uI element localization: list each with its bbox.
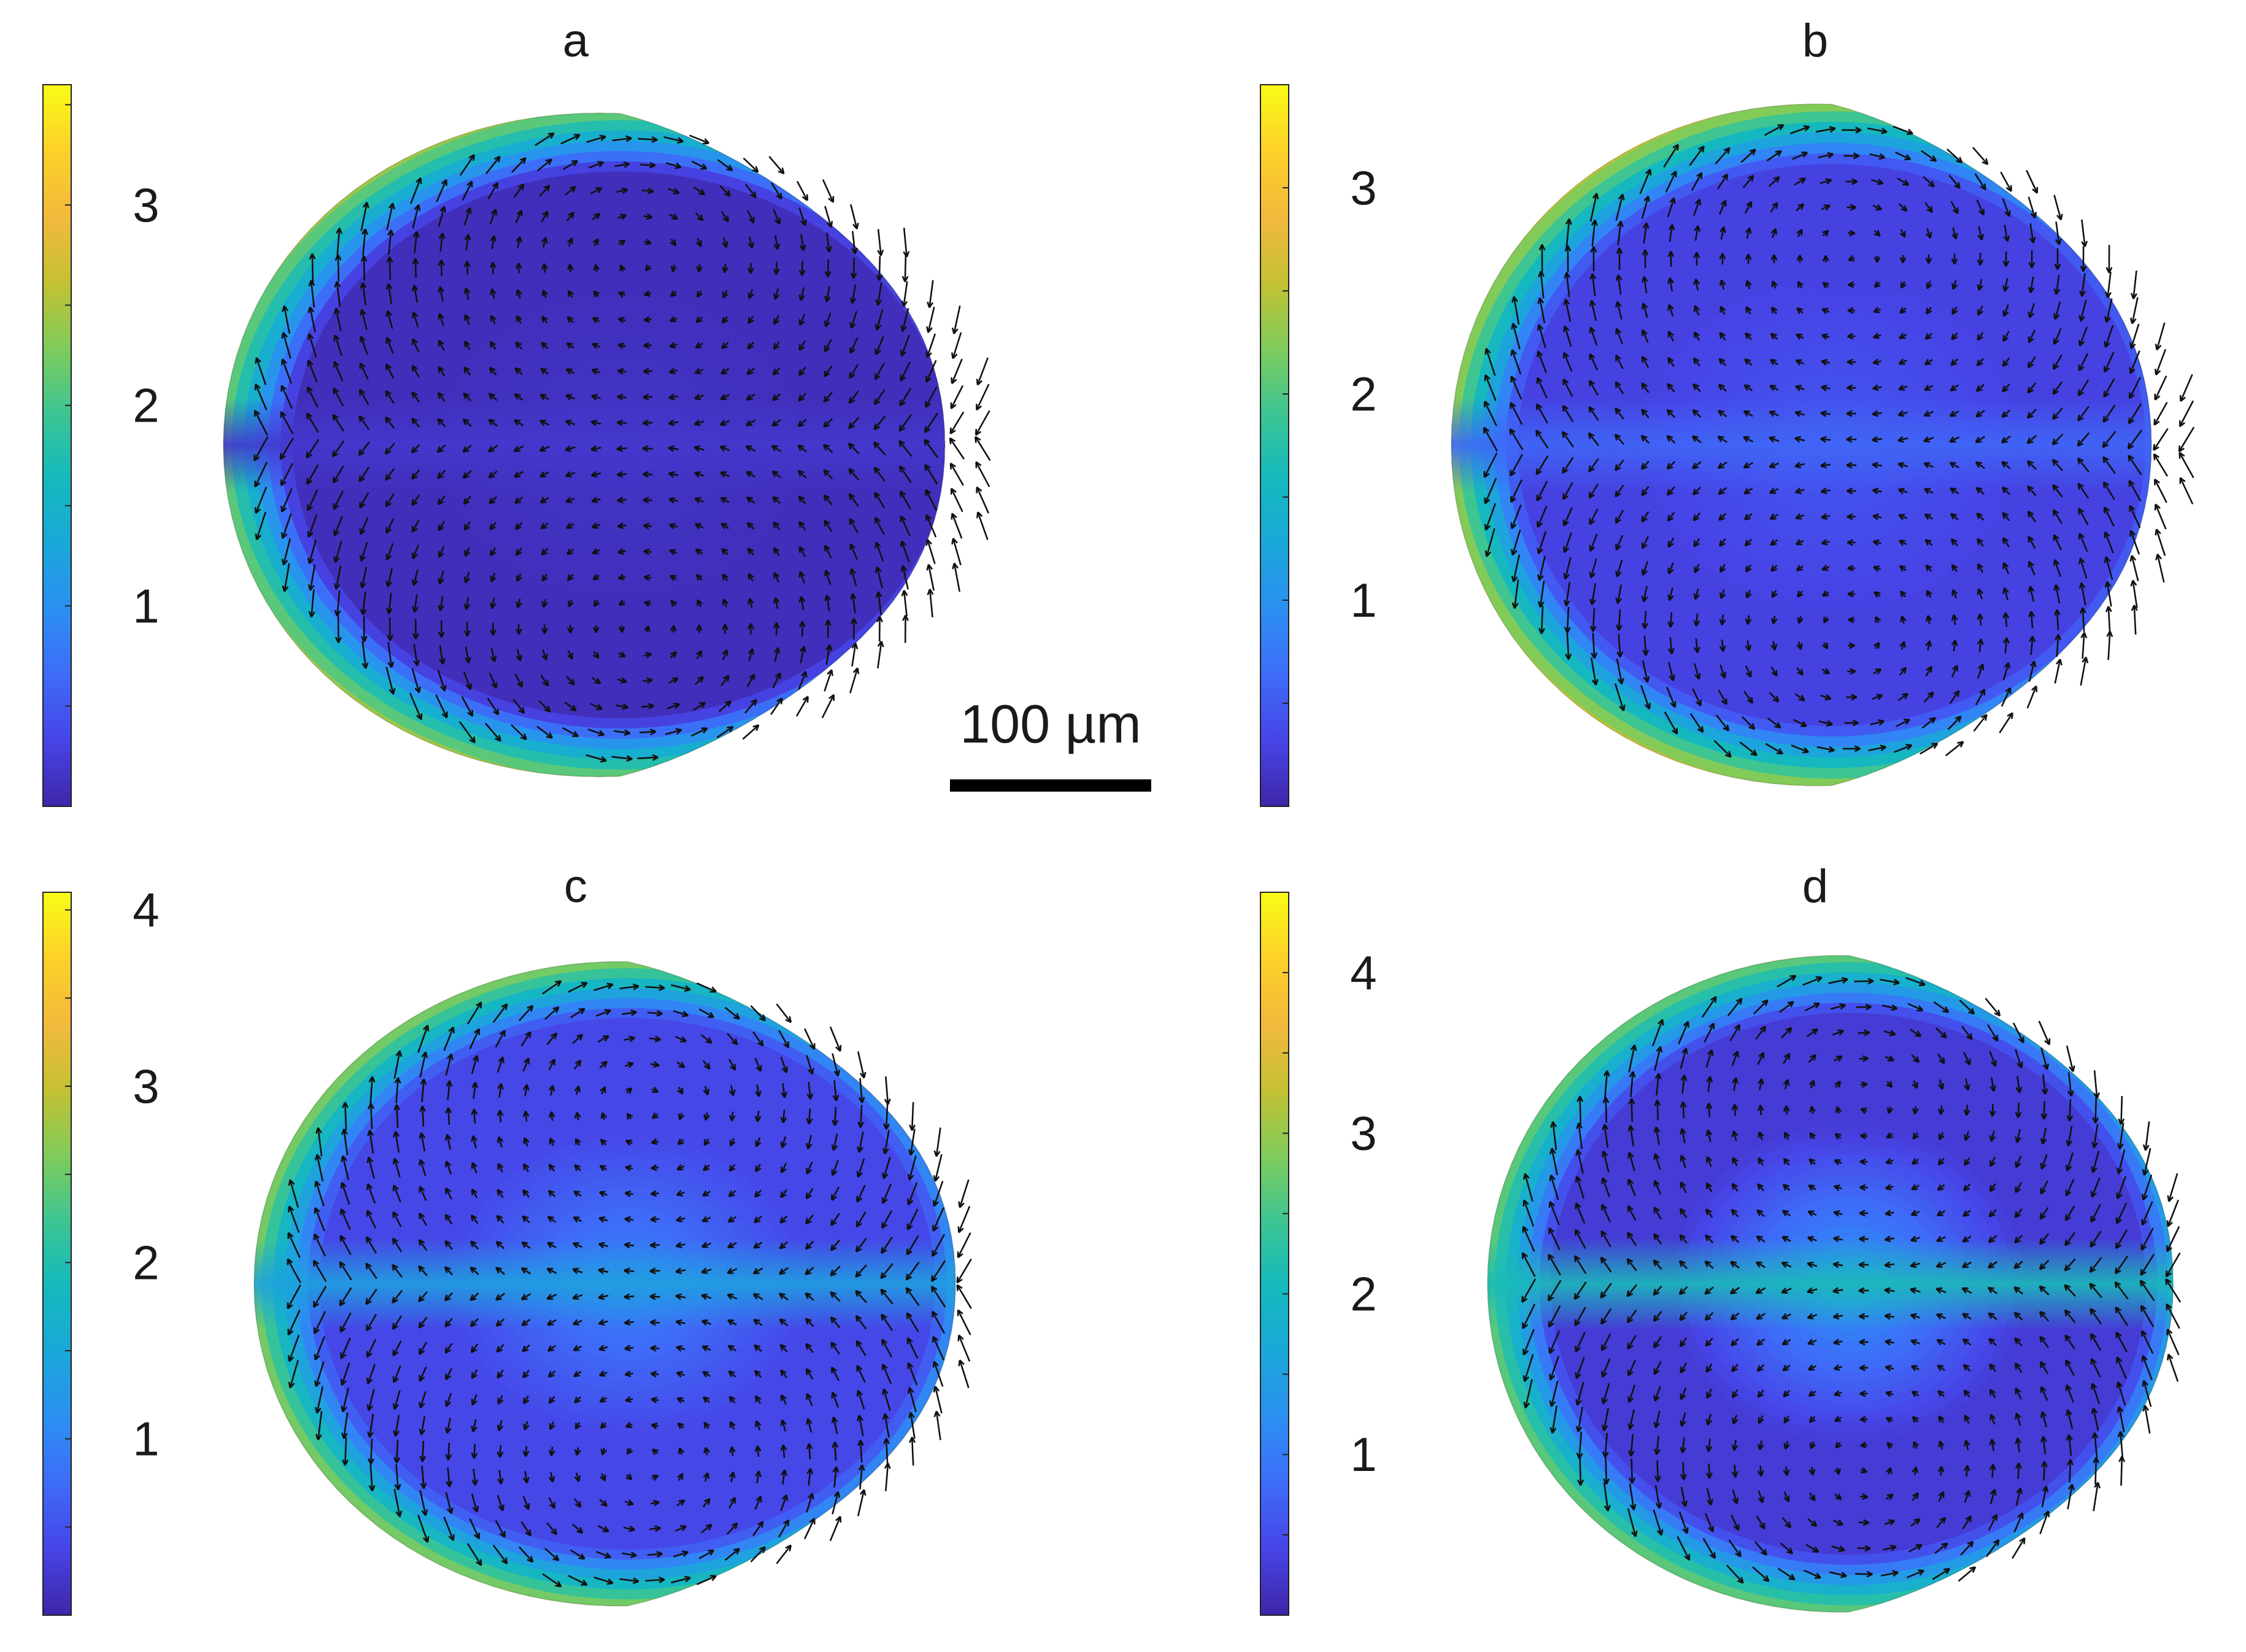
flow-arrows — [1483, 124, 2195, 758]
colorbar-tick-label: 4 — [1350, 946, 1376, 1000]
colorbar-tick-label: 1 — [133, 1412, 159, 1466]
flow-field-d — [1486, 954, 2182, 1613]
flow-arrows — [253, 132, 991, 763]
colorbar-c: 1 2 3 4 — [42, 883, 160, 1616]
colorbar-tick-label: 1 — [1350, 573, 1376, 627]
panel-title-a: a — [563, 15, 589, 67]
flow-field-c — [253, 960, 972, 1607]
colorbar-gradient — [42, 892, 72, 1616]
colorbar-tick-label: 2 — [1350, 367, 1376, 421]
colorbar-tick-label: 3 — [1350, 1106, 1376, 1160]
flow-field-a — [222, 112, 991, 778]
colorbar-b: 1 2 3 — [1260, 84, 1377, 807]
colorbar-tick-label: 1 — [1350, 1427, 1376, 1481]
colorbar-tick-label: 3 — [133, 1059, 159, 1113]
colorbar-gradient — [1260, 84, 1289, 807]
scalebar — [950, 779, 1151, 792]
flow-arrows — [287, 980, 972, 1588]
panel-title-d: d — [1802, 860, 1828, 913]
colorbar-tick-label: 2 — [133, 379, 159, 433]
flow-field-b — [1450, 103, 2195, 787]
colorbar-a: 1 2 3 — [42, 84, 160, 807]
colorbar-tick-label: 1 — [133, 579, 159, 633]
colorbar-gradient — [1260, 892, 1289, 1616]
colorbar-gradient — [42, 84, 72, 807]
panel-title-c: c — [564, 860, 587, 913]
colorbar-tick-label: 3 — [1350, 161, 1376, 215]
colorbar-tick-label: 2 — [133, 1235, 159, 1289]
colorbar-tick-label: 4 — [133, 883, 159, 937]
flow-arrows — [1521, 975, 2182, 1584]
colorbar-tick-label: 2 — [1350, 1267, 1376, 1321]
scalebar-label: 100 µm — [960, 693, 1141, 754]
colorbar-d: 1 2 3 4 — [1260, 892, 1377, 1616]
colorbar-tick-label: 3 — [133, 178, 159, 232]
panel-title-b: b — [1802, 15, 1828, 67]
